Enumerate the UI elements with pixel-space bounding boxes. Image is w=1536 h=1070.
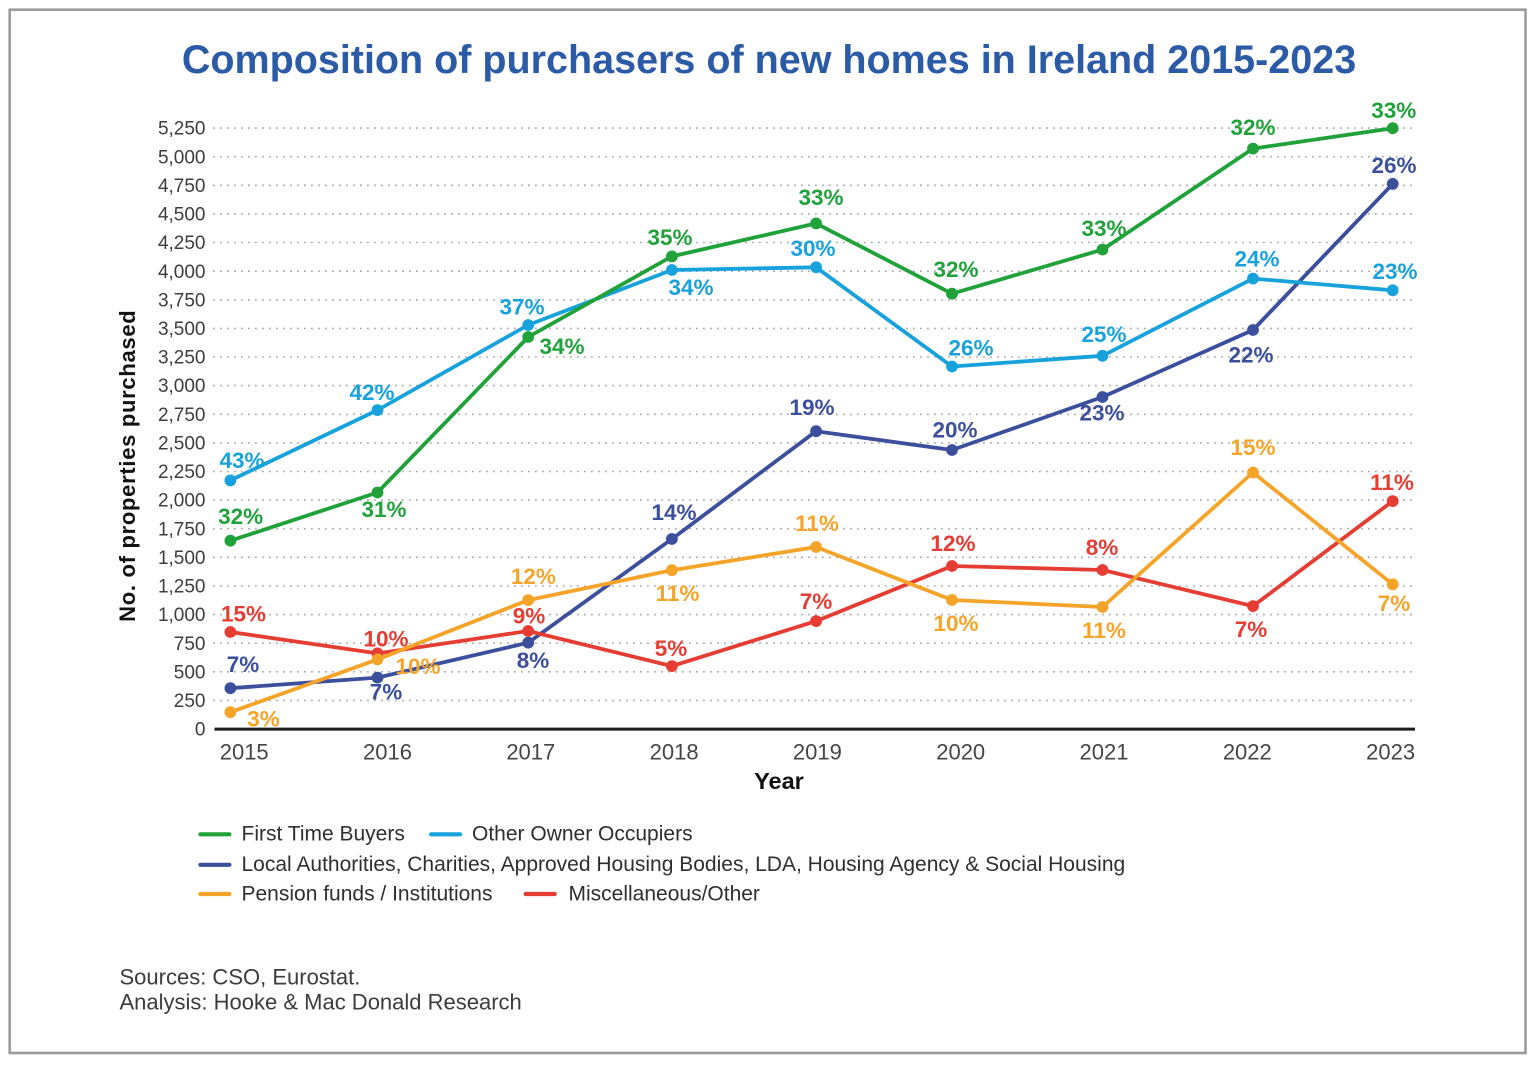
svg-text:23%: 23%: [1372, 259, 1417, 284]
svg-text:9%: 9%: [513, 603, 546, 628]
svg-text:2020: 2020: [936, 740, 985, 765]
svg-text:11%: 11%: [1082, 618, 1126, 643]
svg-text:11%: 11%: [656, 581, 700, 606]
svg-text:0: 0: [195, 720, 206, 741]
svg-text:750: 750: [174, 634, 206, 655]
svg-text:4,000: 4,000: [158, 262, 206, 283]
svg-text:2,500: 2,500: [158, 434, 206, 455]
svg-text:2021: 2021: [1080, 740, 1129, 765]
svg-text:2017: 2017: [506, 740, 555, 765]
svg-text:No. of properties purchased: No. of properties purchased: [115, 310, 140, 622]
svg-text:Year: Year: [754, 768, 804, 794]
svg-text:24%: 24%: [1234, 246, 1279, 271]
svg-text:37%: 37%: [499, 294, 544, 319]
svg-text:Sources: CSO, Eurostat.: Sources: CSO, Eurostat.: [120, 964, 361, 989]
svg-text:7%: 7%: [370, 680, 403, 705]
svg-text:Composition of purchasers of n: Composition of purchasers of new homes i…: [182, 38, 1356, 82]
svg-text:Pension funds / Institutions: Pension funds / Institutions: [242, 882, 493, 905]
svg-text:15%: 15%: [1230, 435, 1275, 460]
svg-text:3,000: 3,000: [158, 376, 206, 397]
svg-text:15%: 15%: [221, 602, 266, 627]
svg-text:10%: 10%: [363, 626, 408, 651]
svg-text:8%: 8%: [1086, 535, 1119, 560]
svg-text:20%: 20%: [932, 417, 977, 442]
svg-text:7%: 7%: [227, 652, 260, 677]
svg-text:30%: 30%: [790, 236, 835, 261]
svg-text:31%: 31%: [361, 497, 406, 522]
svg-text:26%: 26%: [948, 336, 993, 361]
svg-text:3,250: 3,250: [158, 348, 206, 369]
svg-text:11%: 11%: [795, 511, 839, 536]
svg-text:2019: 2019: [793, 740, 842, 765]
svg-text:5%: 5%: [655, 636, 688, 661]
svg-text:7%: 7%: [1378, 591, 1411, 616]
svg-text:12%: 12%: [930, 531, 975, 556]
svg-text:1,500: 1,500: [158, 548, 206, 569]
svg-text:33%: 33%: [1081, 216, 1126, 241]
svg-text:35%: 35%: [647, 225, 692, 250]
svg-text:First Time Buyers: First Time Buyers: [242, 823, 405, 846]
svg-text:42%: 42%: [349, 380, 394, 405]
svg-text:33%: 33%: [798, 185, 843, 210]
svg-text:7%: 7%: [800, 589, 833, 614]
svg-text:3%: 3%: [247, 706, 280, 731]
svg-text:4,750: 4,750: [158, 176, 206, 197]
svg-text:11%: 11%: [1370, 470, 1414, 495]
svg-text:32%: 32%: [218, 504, 263, 529]
svg-text:19%: 19%: [789, 395, 834, 420]
svg-text:33%: 33%: [1371, 98, 1416, 123]
svg-text:2022: 2022: [1223, 740, 1272, 765]
svg-text:2018: 2018: [650, 740, 699, 765]
svg-text:32%: 32%: [933, 257, 978, 282]
svg-text:26%: 26%: [1371, 153, 1416, 178]
svg-text:2016: 2016: [363, 740, 412, 765]
svg-text:Other Owner Occupiers: Other Owner Occupiers: [472, 823, 693, 846]
svg-text:2,000: 2,000: [158, 491, 206, 512]
svg-text:Local Authorities, Charities,: Local Authorities, Charities, Approved H…: [242, 853, 1126, 876]
svg-text:500: 500: [174, 662, 206, 683]
svg-text:1,250: 1,250: [158, 577, 206, 598]
svg-text:10%: 10%: [395, 654, 440, 679]
svg-text:2,750: 2,750: [158, 405, 206, 426]
svg-text:1,750: 1,750: [158, 519, 206, 540]
svg-text:3,500: 3,500: [158, 319, 206, 340]
svg-text:2,250: 2,250: [158, 462, 206, 483]
svg-text:14%: 14%: [651, 500, 696, 525]
svg-text:Analysis: Hooke & Mac Donald R: Analysis: Hooke & Mac Donald Research: [120, 989, 522, 1014]
svg-text:2015: 2015: [220, 740, 269, 765]
svg-text:32%: 32%: [1230, 115, 1275, 140]
svg-text:250: 250: [174, 691, 206, 712]
svg-text:10%: 10%: [933, 611, 978, 636]
svg-text:4,250: 4,250: [158, 233, 206, 254]
svg-text:34%: 34%: [668, 275, 713, 300]
svg-text:43%: 43%: [219, 448, 264, 473]
svg-text:23%: 23%: [1079, 400, 1124, 425]
svg-text:25%: 25%: [1081, 322, 1126, 347]
svg-text:12%: 12%: [511, 564, 556, 589]
svg-text:2023: 2023: [1366, 740, 1415, 765]
svg-text:3,750: 3,750: [158, 290, 206, 311]
svg-text:4,500: 4,500: [158, 205, 206, 226]
svg-text:7%: 7%: [1235, 617, 1268, 642]
svg-text:22%: 22%: [1228, 343, 1273, 368]
svg-text:8%: 8%: [517, 648, 550, 673]
svg-text:Miscellaneous/Other: Miscellaneous/Other: [569, 882, 760, 905]
svg-text:5,000: 5,000: [158, 147, 206, 168]
svg-text:1,000: 1,000: [158, 605, 206, 626]
svg-text:5,250: 5,250: [158, 119, 206, 140]
svg-text:34%: 34%: [539, 334, 584, 359]
